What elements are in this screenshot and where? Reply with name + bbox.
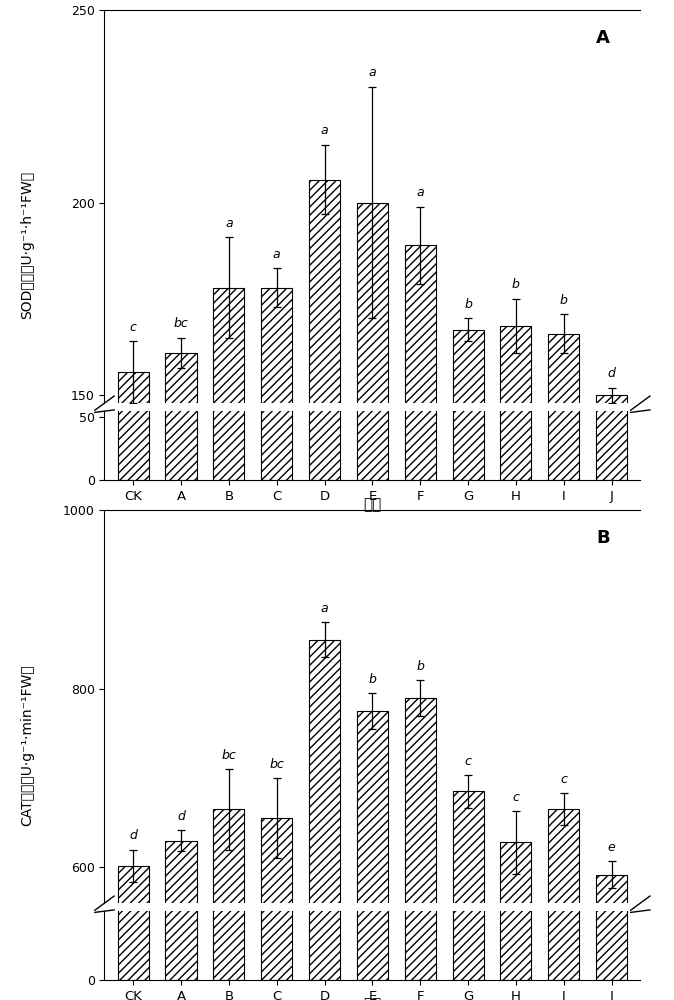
Bar [213, 257, 245, 480]
Bar [309, 640, 340, 1000]
Bar [166, 0, 197, 980]
Text: A: A [596, 29, 610, 47]
Bar [452, 0, 484, 980]
Bar [357, 230, 388, 480]
Bar [548, 0, 579, 980]
Text: c: c [464, 755, 472, 768]
Bar [261, 288, 293, 974]
Bar [548, 272, 579, 480]
Text: B: B [596, 529, 609, 547]
Text: c: c [512, 791, 520, 804]
Bar [309, 222, 340, 480]
Bar [404, 245, 436, 974]
Bar [404, 243, 436, 480]
Text: e: e [608, 841, 615, 854]
Text: a: a [369, 66, 376, 79]
Bar [118, 866, 149, 1000]
Bar [261, 257, 293, 480]
Bar [548, 809, 579, 1000]
Bar [452, 330, 484, 974]
Bar [261, 818, 293, 1000]
Text: d: d [177, 810, 185, 823]
Bar [166, 278, 197, 480]
Bar [118, 0, 149, 980]
Bar [213, 288, 245, 974]
Bar [357, 711, 388, 1000]
Bar [309, 0, 340, 980]
Text: c: c [560, 773, 568, 786]
Bar [309, 180, 340, 974]
Text: 处理: 处理 [363, 998, 381, 1000]
Bar [596, 395, 627, 974]
Bar [596, 0, 627, 980]
Bar [357, 203, 388, 974]
Bar [404, 698, 436, 1000]
Bar [357, 0, 388, 980]
Text: b: b [417, 660, 424, 673]
Text: bc: bc [270, 758, 284, 771]
Bar [500, 0, 532, 980]
Bar [261, 0, 293, 980]
Text: 处理: 处理 [363, 497, 381, 512]
Text: bc: bc [174, 317, 189, 330]
Bar [500, 326, 532, 974]
Text: b: b [464, 298, 472, 311]
Text: a: a [273, 248, 280, 261]
Text: a: a [225, 217, 233, 230]
Text: a: a [321, 124, 328, 137]
Bar [118, 372, 149, 974]
Bar [548, 334, 579, 974]
Bar [452, 791, 484, 1000]
Text: a: a [321, 602, 328, 615]
Text: d: d [608, 367, 615, 380]
Bar [166, 353, 197, 974]
Bar [500, 842, 532, 1000]
Bar [118, 285, 149, 480]
Bar [596, 875, 627, 1000]
Text: b: b [369, 673, 376, 686]
Bar [213, 0, 245, 980]
Bar [213, 809, 245, 1000]
Text: b: b [512, 278, 520, 291]
Text: SOD活性（U·g⁻¹·h⁻¹FW）: SOD活性（U·g⁻¹·h⁻¹FW） [20, 171, 34, 319]
Text: d: d [129, 829, 137, 842]
Text: bc: bc [222, 749, 236, 762]
Text: c: c [129, 321, 137, 334]
Text: a: a [417, 186, 424, 199]
Bar [452, 271, 484, 480]
Bar [596, 292, 627, 480]
Text: b: b [560, 294, 568, 307]
Bar [166, 841, 197, 1000]
Bar [500, 270, 532, 480]
Text: CAT活性（U·g⁻¹·min⁻¹FW）: CAT活性（U·g⁻¹·min⁻¹FW） [20, 664, 34, 826]
Bar [404, 0, 436, 980]
